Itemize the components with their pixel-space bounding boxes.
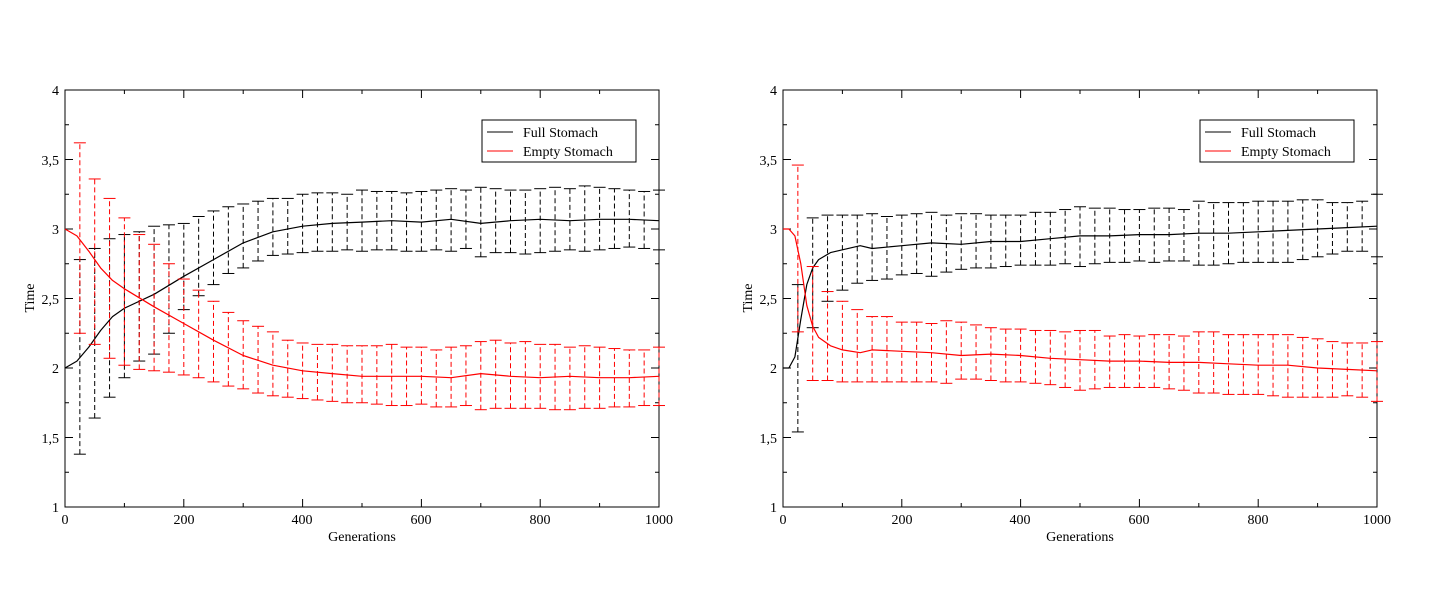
y-tick-label: 1,5 xyxy=(42,432,60,447)
axis-ticks xyxy=(64,89,660,508)
axis-ticks xyxy=(782,89,1378,508)
y-tick-label: 4 xyxy=(770,84,777,99)
x-tick-labels: 0 200 400 600 800 1000 xyxy=(62,513,674,528)
y-tick-label: 3 xyxy=(52,223,59,238)
y-tick-labels: 1 1,5 2 2,5 3 3,5 4 xyxy=(760,84,778,516)
series-line-full-stomach xyxy=(64,218,660,369)
x-tick-label: 600 xyxy=(1129,513,1150,528)
x-tick-label: 0 xyxy=(62,513,69,528)
x-tick-label: 400 xyxy=(1010,513,1031,528)
x-tick-label: 800 xyxy=(1248,513,1269,528)
x-axis-label: Generations xyxy=(328,530,396,545)
legend-label-full-stomach: Full Stomach xyxy=(523,126,598,141)
legend-label-empty-stomach: Empty Stomach xyxy=(523,145,613,160)
y-tick-label: 3,5 xyxy=(760,154,778,169)
y-axis-label: Time xyxy=(23,283,38,312)
legend-box xyxy=(481,119,637,163)
y-tick-label: 1 xyxy=(770,501,777,516)
y-tick-labels: 1 1,5 2 2,5 3 3,5 4 xyxy=(42,84,60,516)
series-line-empty-stomach xyxy=(783,228,1378,372)
legend-label-empty-stomach: Empty Stomach xyxy=(1241,145,1331,160)
legend-label-full-stomach: Full Stomach xyxy=(1241,126,1316,141)
chart-panel-left: 1 1,5 2 2,5 3 3,5 4 0 200 400 600 800 10… xyxy=(23,84,673,545)
y-axis-label: Time xyxy=(741,283,756,312)
y-tick-label: 3 xyxy=(770,223,777,238)
y-tick-label: 2,5 xyxy=(760,293,778,308)
x-tick-label: 600 xyxy=(411,513,432,528)
legend: Full Stomach Empty Stomach xyxy=(481,119,637,163)
y-tick-label: 2,5 xyxy=(42,293,60,308)
x-tick-label: 0 xyxy=(780,513,787,528)
y-tick-label: 4 xyxy=(52,84,59,99)
x-tick-label: 400 xyxy=(292,513,313,528)
x-tick-label: 200 xyxy=(174,513,195,528)
x-tick-label: 1000 xyxy=(645,513,673,528)
chart-panel-right: 1 1,5 2 2,5 3 3,5 4 0 200 400 600 800 10… xyxy=(741,84,1391,545)
series-line-full-stomach xyxy=(783,225,1378,369)
y-tick-label: 1 xyxy=(52,501,59,516)
y-tick-label: 2 xyxy=(52,362,59,377)
x-axis-label: Generations xyxy=(1046,530,1114,545)
x-tick-label: 800 xyxy=(530,513,551,528)
legend: Full Stomach Empty Stomach xyxy=(1199,119,1355,163)
legend-box xyxy=(1199,119,1355,163)
y-tick-label: 2 xyxy=(770,362,777,377)
x-tick-label: 200 xyxy=(892,513,913,528)
x-tick-labels: 0 200 400 600 800 1000 xyxy=(780,513,1392,528)
series-line-empty-stomach xyxy=(64,228,660,379)
y-tick-label: 1,5 xyxy=(760,432,778,447)
plot-area xyxy=(64,142,665,455)
x-tick-label: 1000 xyxy=(1363,513,1391,528)
y-tick-label: 3,5 xyxy=(42,154,60,169)
plot-area xyxy=(783,164,1383,433)
